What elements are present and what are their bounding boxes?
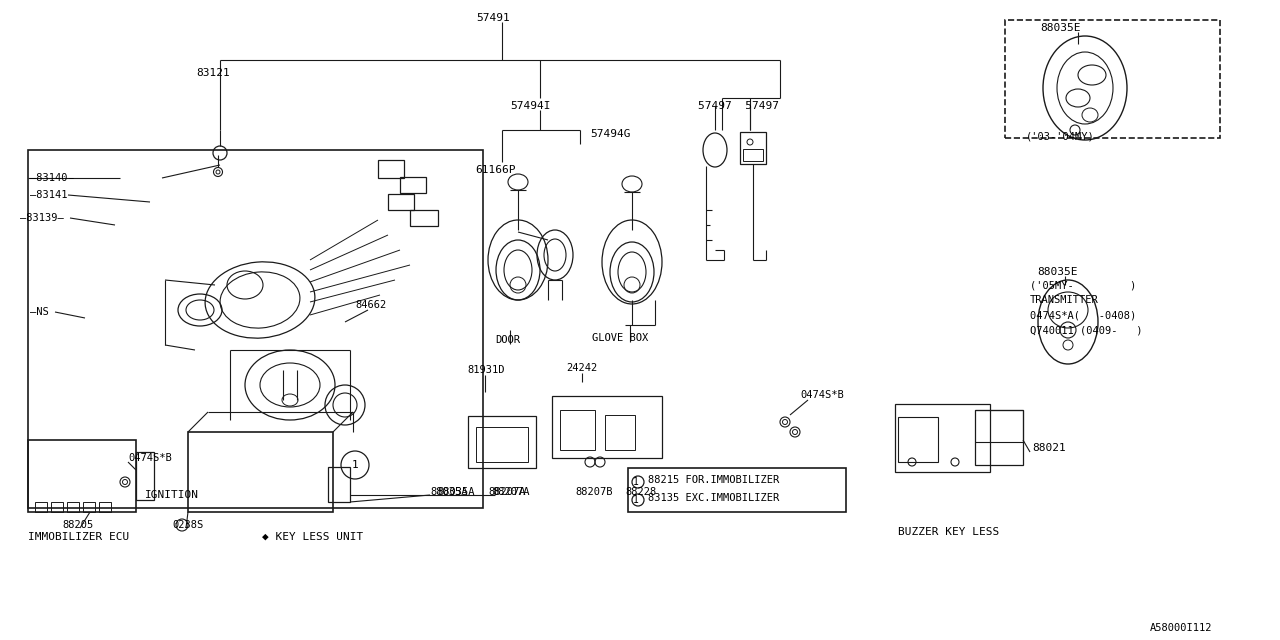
Text: 0238S: 0238S	[172, 520, 204, 530]
Text: —83140—: —83140—	[29, 173, 74, 183]
Bar	[468, 416, 536, 468]
Text: 88035E: 88035E	[1037, 267, 1078, 277]
Bar	[895, 404, 989, 472]
Bar	[476, 427, 529, 462]
Bar	[552, 396, 662, 458]
Bar	[410, 210, 438, 226]
Text: 57494G: 57494G	[590, 129, 631, 139]
Text: 88207B: 88207B	[575, 487, 613, 497]
Text: IMMOBILIZER ECU: IMMOBILIZER ECU	[28, 532, 129, 542]
Text: 61166P: 61166P	[475, 165, 516, 175]
Bar	[99, 502, 111, 512]
Text: 88228: 88228	[625, 487, 657, 497]
Text: ('05MY-         ): ('05MY- )	[1030, 280, 1137, 290]
Text: —NS: —NS	[29, 307, 49, 317]
Bar	[35, 502, 47, 512]
Text: ◆ KEY LESS UNIT: ◆ KEY LESS UNIT	[262, 532, 364, 542]
Bar	[605, 415, 635, 450]
Text: 24242: 24242	[566, 363, 598, 373]
Bar	[83, 502, 95, 512]
Text: 83135 EXC.IMMOBILIZER: 83135 EXC.IMMOBILIZER	[648, 493, 780, 503]
Text: GLOVE BOX: GLOVE BOX	[593, 333, 648, 343]
Text: 88207A: 88207A	[492, 487, 530, 497]
Text: 57494I: 57494I	[509, 101, 550, 111]
Bar	[378, 160, 404, 178]
Text: ('03-'04MY): ('03-'04MY)	[1027, 131, 1094, 141]
Text: 88035A: 88035A	[436, 487, 475, 497]
Bar	[328, 467, 349, 502]
Bar	[28, 150, 483, 508]
Text: 57491: 57491	[476, 13, 509, 23]
Bar	[740, 132, 765, 164]
Bar	[188, 432, 333, 512]
Text: 1: 1	[352, 460, 358, 470]
Text: —83141: —83141	[29, 190, 68, 200]
Text: TRANSMITTER: TRANSMITTER	[1030, 295, 1098, 305]
Text: 81931D: 81931D	[467, 365, 504, 375]
Text: 0474S*A(   -0408): 0474S*A( -0408)	[1030, 310, 1137, 320]
Text: Q740011 (0409-   ): Q740011 (0409- )	[1030, 325, 1143, 335]
Text: 57497  57497: 57497 57497	[698, 101, 780, 111]
Text: 83121: 83121	[196, 68, 229, 78]
Bar	[628, 468, 846, 512]
Bar	[975, 410, 1023, 465]
Bar	[28, 440, 136, 512]
Bar	[51, 502, 63, 512]
Text: 84662: 84662	[355, 300, 387, 310]
Bar	[561, 410, 595, 450]
Text: A58000I112: A58000I112	[1149, 623, 1212, 633]
Bar	[136, 452, 154, 500]
Bar	[67, 502, 79, 512]
Bar	[742, 149, 763, 161]
Text: 88215 FOR.IMMOBILIZER: 88215 FOR.IMMOBILIZER	[648, 475, 780, 485]
Text: 88205: 88205	[61, 520, 93, 530]
Text: —83139—: —83139—	[20, 213, 64, 223]
Text: 1: 1	[634, 477, 639, 487]
Text: 88207A: 88207A	[488, 487, 526, 497]
Text: 88035A: 88035A	[430, 487, 467, 497]
Bar	[1005, 20, 1220, 138]
Bar	[899, 417, 938, 462]
Text: DOOR: DOOR	[495, 335, 520, 345]
Text: 1: 1	[634, 495, 639, 505]
Text: 0474S*B: 0474S*B	[800, 390, 844, 400]
Text: 0474S*B: 0474S*B	[128, 453, 172, 463]
Bar	[401, 177, 426, 193]
Text: IGNITION: IGNITION	[145, 490, 198, 500]
Text: 88021: 88021	[1032, 443, 1066, 453]
Text: 88035E: 88035E	[1039, 23, 1080, 33]
Bar	[388, 194, 413, 210]
Text: BUZZER KEY LESS: BUZZER KEY LESS	[899, 527, 1000, 537]
